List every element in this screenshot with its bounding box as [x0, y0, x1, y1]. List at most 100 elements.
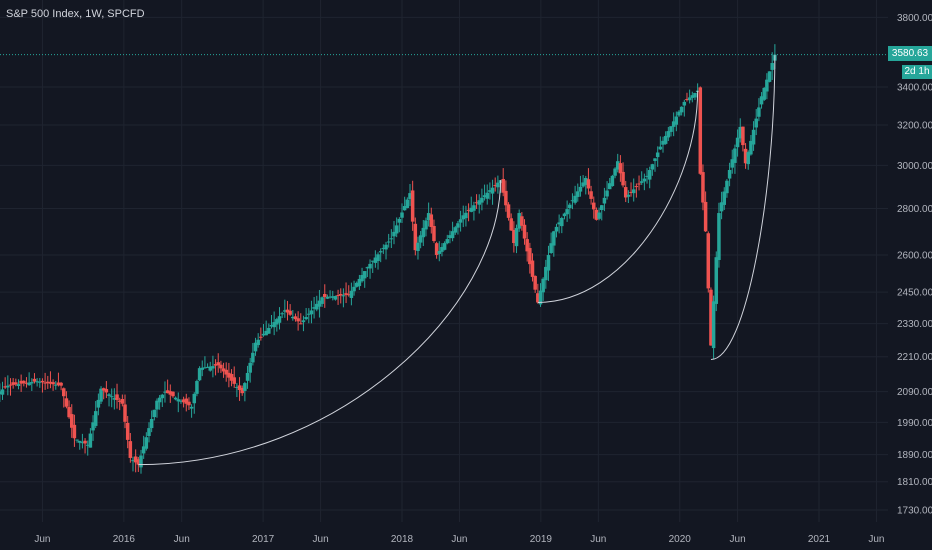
candle-body: [368, 263, 372, 269]
candle-body: [525, 239, 529, 252]
candle: [488, 182, 492, 200]
candle: [291, 310, 295, 321]
candle: [642, 173, 647, 191]
candle: [91, 415, 95, 441]
arc-drawing[interactable]: [537, 90, 699, 303]
candle-body: [221, 368, 226, 372]
candle: [677, 110, 681, 117]
arc-drawings[interactable]: [138, 54, 776, 466]
candle: [647, 166, 652, 189]
candle-body: [176, 399, 181, 402]
candlestick-series: [0, 44, 777, 474]
candle-body: [171, 391, 175, 397]
candle: [765, 73, 769, 100]
candle-body: [299, 323, 303, 325]
candle: [187, 397, 191, 411]
candle: [445, 234, 450, 245]
candle: [19, 374, 23, 392]
candle: [267, 323, 271, 334]
candle: [687, 89, 692, 104]
candle-body: [693, 92, 697, 98]
time-axis[interactable]: Jun 2016 Jun 2017 Jun 2018 Jun 2019 Jun 2020 Jun 20…: [34, 534, 884, 545]
candle-body: [749, 140, 753, 155]
candle-body: [733, 148, 737, 163]
candle: [35, 378, 39, 387]
candle: [746, 150, 750, 170]
candle-body: [373, 257, 378, 263]
candle: [30, 378, 34, 392]
candle-body: [584, 178, 588, 185]
price-tick-label: 3200.00: [897, 120, 932, 131]
candle-body: [474, 202, 479, 204]
candle-body: [272, 322, 276, 328]
candle-body: [520, 216, 524, 226]
candle-body: [576, 191, 580, 197]
candle: [32, 373, 37, 384]
candle-body: [157, 397, 162, 403]
candle: [317, 289, 322, 318]
candle: [706, 231, 711, 293]
symbol-legend[interactable]: S&P 500 Index, 1W, SPCFD: [6, 8, 145, 20]
candle-body: [131, 460, 135, 462]
candle: [338, 288, 343, 304]
candle: [147, 422, 151, 443]
candle-body: [615, 161, 620, 170]
candle-body: [586, 179, 591, 189]
candle-body: [493, 185, 497, 187]
candle: [69, 404, 74, 438]
candle: [759, 92, 764, 109]
candle-body: [211, 366, 215, 369]
candle-body: [568, 204, 572, 209]
candle-body: [261, 333, 266, 336]
candle-body: [323, 293, 327, 298]
candle: [341, 288, 346, 308]
candle-body: [331, 296, 335, 298]
candle: [426, 202, 431, 227]
candle-body: [722, 191, 727, 205]
candle: [77, 440, 82, 450]
arc-drawing[interactable]: [710, 54, 776, 361]
candle: [288, 304, 292, 316]
candle: [493, 177, 497, 192]
candle: [517, 209, 521, 232]
candle-body: [536, 293, 540, 303]
candle: [613, 167, 617, 179]
price-tick-label: 2090.00: [897, 387, 932, 398]
candle: [14, 378, 18, 387]
candle-body: [767, 71, 772, 82]
candle-body: [759, 96, 764, 105]
arc-drawing[interactable]: [138, 180, 502, 466]
price-tick-label: 2450.00: [897, 288, 932, 299]
candle: [653, 158, 657, 172]
candle: [469, 196, 473, 213]
candle-body: [328, 296, 332, 298]
candle: [224, 362, 228, 382]
candle: [400, 203, 404, 224]
candle: [645, 168, 649, 184]
candle: [259, 327, 263, 341]
candle-body: [54, 384, 58, 386]
time-tick-label: 2016: [113, 534, 136, 545]
candle: [599, 204, 604, 221]
candle: [655, 146, 660, 167]
candle: [679, 106, 684, 116]
candle-body: [195, 381, 199, 394]
candle: [381, 244, 386, 254]
candle: [144, 432, 149, 451]
candle-body: [285, 309, 290, 313]
candle-body: [139, 455, 143, 468]
candle: [621, 162, 625, 188]
price-axis[interactable]: 1730.00 1810.00 1890.00 1990.00 2090.00 2210.…: [897, 13, 932, 517]
candle: [128, 432, 133, 463]
candle: [605, 181, 609, 200]
candle-body: [349, 290, 354, 298]
candle: [370, 260, 375, 273]
candle-body: [360, 274, 364, 282]
candle-body: [309, 310, 314, 315]
candle: [725, 179, 729, 198]
candle: [336, 289, 340, 305]
candle-body: [607, 183, 612, 190]
candle-body: [509, 218, 513, 231]
candle: [176, 392, 181, 413]
